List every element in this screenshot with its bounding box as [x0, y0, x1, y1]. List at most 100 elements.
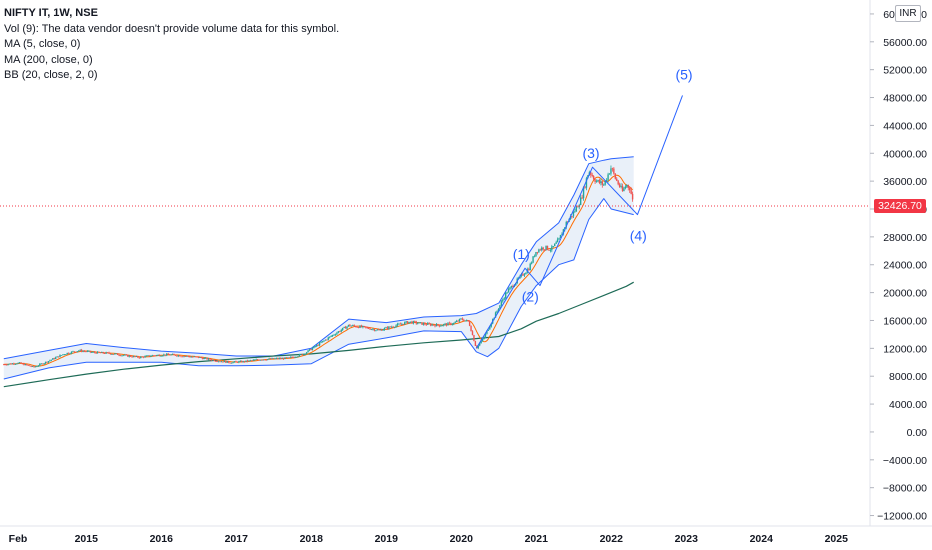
candle-body: [170, 354, 172, 356]
candle-body: [271, 358, 273, 359]
candle-body: [5, 364, 8, 366]
candle-body: [546, 245, 549, 250]
candle-body: [128, 355, 130, 357]
candle-body: [451, 324, 454, 325]
candle-body: [177, 355, 179, 357]
candle-body: [421, 322, 423, 325]
x-tick-label: 2017: [225, 533, 249, 545]
candle-body: [579, 197, 582, 206]
candle-body: [509, 287, 511, 290]
candle-body: [392, 326, 394, 328]
candle-body: [543, 249, 546, 251]
candle-body: [571, 216, 573, 217]
candle-body: [360, 325, 363, 328]
candle-body: [18, 362, 21, 364]
candle-body: [53, 358, 55, 360]
candle-body: [292, 357, 295, 358]
candle-body: [445, 323, 448, 326]
candle-body: [151, 355, 154, 357]
candle-body: [183, 356, 185, 358]
candle-body: [369, 328, 371, 330]
candle-body: [326, 339, 328, 341]
candle-body: [11, 363, 14, 365]
candle-body: [506, 292, 508, 294]
candle-body: [529, 263, 531, 271]
candle-body: [80, 349, 83, 352]
candle-body: [331, 334, 334, 337]
candle-body: [572, 211, 575, 217]
wave-path-line: [475, 95, 683, 349]
candle-body: [370, 329, 373, 331]
candle-body: [489, 326, 491, 330]
candle-body: [213, 359, 216, 362]
candle-body: [466, 320, 468, 322]
candle-body: [202, 357, 204, 360]
candle-body: [108, 352, 110, 354]
candle-body: [496, 310, 498, 313]
candle-body: [78, 350, 80, 352]
candle-body: [277, 358, 279, 359]
candle-body: [375, 330, 377, 332]
candle-body: [435, 324, 438, 327]
candle-body: [561, 234, 563, 236]
candle-body: [217, 361, 220, 363]
candle-body: [75, 351, 77, 353]
currency-badge[interactable]: INR: [895, 5, 921, 22]
candle-body: [29, 365, 31, 367]
candle-body: [581, 197, 583, 199]
bb-area: [3, 156, 634, 379]
x-tick-label: 2019: [375, 533, 399, 545]
candle-body: [209, 358, 211, 360]
candle-body: [118, 355, 120, 356]
candle-body: [285, 357, 288, 359]
legend-symbol[interactable]: NIFTY IT, 1W, NSE: [4, 7, 98, 19]
candle-body: [346, 326, 348, 329]
x-tick-label: 2021: [525, 533, 549, 545]
candle-body: [379, 329, 381, 331]
candle-body: [453, 322, 455, 325]
candle-body: [541, 247, 543, 251]
candle-body: [620, 185, 622, 187]
y-axis[interactable]: 60000.0056000.0052000.0048000.0044000.00…: [870, 9, 927, 523]
candle-body: [265, 359, 267, 361]
candle-body: [193, 356, 195, 358]
legend-ma5[interactable]: MA (5, close, 0): [4, 38, 81, 50]
candle-body: [447, 322, 449, 326]
candle-body: [204, 357, 207, 359]
candle-body: [499, 305, 501, 309]
candle-body: [241, 360, 243, 363]
candle-body: [89, 350, 91, 353]
legend-bb[interactable]: BB (20, close, 2, 0): [4, 69, 98, 81]
candle-body: [190, 356, 192, 358]
candle-body: [242, 361, 244, 363]
elliott-wave[interactable]: (1) (2) (3) (4) (5): [475, 66, 693, 349]
candle-body: [96, 351, 99, 354]
candle-body: [304, 353, 306, 355]
candle-body: [164, 354, 166, 356]
candle-body: [577, 206, 579, 208]
candle-body: [220, 361, 223, 363]
candle-body: [373, 329, 376, 331]
legend-volume[interactable]: Vol (9): The data vendor doesn't provide…: [4, 22, 340, 35]
candle-body: [248, 360, 250, 362]
candle-body: [261, 359, 263, 361]
candle-body: [297, 356, 299, 358]
candle-body: [226, 361, 229, 363]
candle-body: [418, 322, 420, 324]
y-tick-label: 0.00: [907, 427, 928, 439]
candle-body: [363, 326, 366, 327]
candle-body: [278, 358, 280, 359]
candle-body: [337, 331, 340, 333]
candle-body: [104, 353, 106, 354]
candle-body: [20, 362, 22, 364]
candle-body: [57, 356, 60, 358]
candle-body: [347, 324, 350, 327]
candle-body: [109, 353, 112, 355]
legend-ma200[interactable]: MA (200, close, 0): [4, 53, 93, 66]
candle-body: [47, 361, 50, 363]
candle-body: [412, 321, 415, 324]
candle-body: [357, 327, 360, 328]
wave-label: (4): [630, 227, 647, 243]
x-axis[interactable]: Feb 2015 2016 2017 2018 2019 2020 2021 2022 2023 2…: [9, 533, 848, 545]
candle-body: [399, 323, 402, 325]
